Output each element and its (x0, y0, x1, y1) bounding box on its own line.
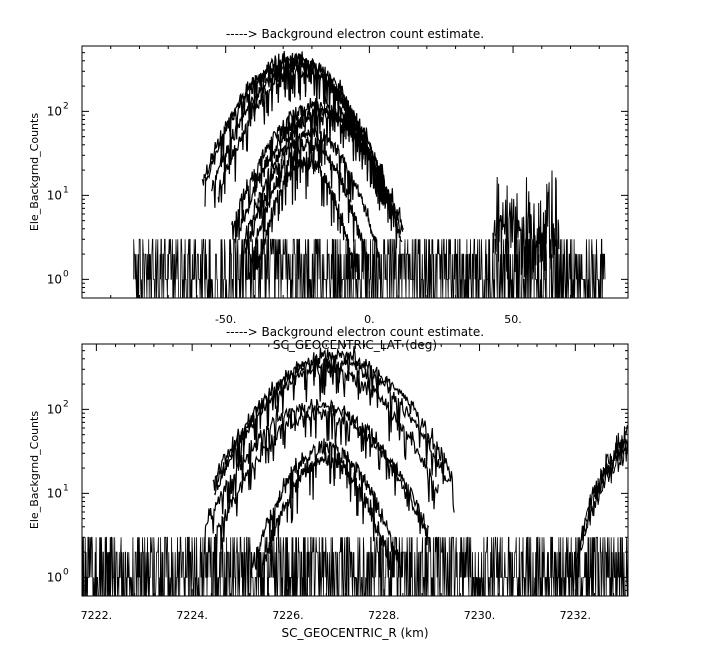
series-group (82, 346, 628, 596)
x-tick-label: -50. (215, 313, 236, 326)
y-tick-label-exponent: 0 (63, 269, 69, 279)
peak-series-10 (253, 151, 359, 280)
y-tick-label-exponent: 1 (63, 483, 69, 493)
rise-series (574, 425, 628, 563)
peak-series-4 (204, 398, 430, 555)
series-group (133, 51, 606, 298)
x-tick-label: 7226. (272, 609, 304, 622)
x-tick-label: 7232. (560, 609, 592, 622)
plot-frame (81, 343, 629, 597)
x-tick-label: 7228. (368, 609, 400, 622)
y-tick-label-base: 10 (47, 570, 62, 584)
burst-series (492, 170, 560, 280)
x-axis-label: SC_GEOCENTRIC_LAT (deg) (273, 338, 437, 352)
x-tick-label: 50. (504, 313, 522, 326)
x-tick-label: 0. (364, 313, 375, 326)
y-tick-label-exponent: 2 (63, 101, 69, 111)
peak-series-2 (212, 352, 450, 491)
y-tick-label-exponent: 1 (63, 185, 69, 195)
noise-floor-series (133, 238, 606, 298)
noise-floor-series (82, 536, 628, 596)
peak-series-7 (257, 449, 395, 578)
y-tick-label-exponent: 2 (63, 399, 69, 409)
x-tick-label: 7230. (464, 609, 496, 622)
y-tick-label-base: 10 (47, 188, 62, 202)
peak-series-1 (216, 346, 455, 513)
x-tick-label: 7224. (176, 609, 208, 622)
y-tick-label-base: 10 (47, 486, 62, 500)
peak-series-5 (231, 94, 405, 244)
plot-frame (81, 45, 629, 299)
y-tick-label-exponent: 0 (63, 567, 69, 577)
peak-series-6 (250, 438, 402, 578)
y-tick-label-base: 10 (47, 272, 62, 286)
chart-title: -----> Background electron count estimat… (226, 27, 484, 41)
peak-series-9 (248, 136, 370, 280)
y-tick-label-base: 10 (47, 402, 62, 416)
peak-series-7 (244, 108, 403, 250)
y-axis-label: Ele_Backgrnd_Counts (28, 411, 41, 529)
peak-series-5 (215, 404, 428, 561)
y-axis-label: Ele_Backgrnd_Counts (28, 113, 41, 231)
y-tick-label-base: 10 (47, 104, 62, 118)
peak-series-3 (213, 358, 439, 510)
peak-series-4 (217, 64, 384, 203)
x-axis-label: SC_GEOCENTRIC_R (km) (282, 626, 429, 640)
chart-title: -----> Background electron count estimat… (226, 325, 484, 339)
x-tick-label: 7222. (81, 609, 113, 622)
